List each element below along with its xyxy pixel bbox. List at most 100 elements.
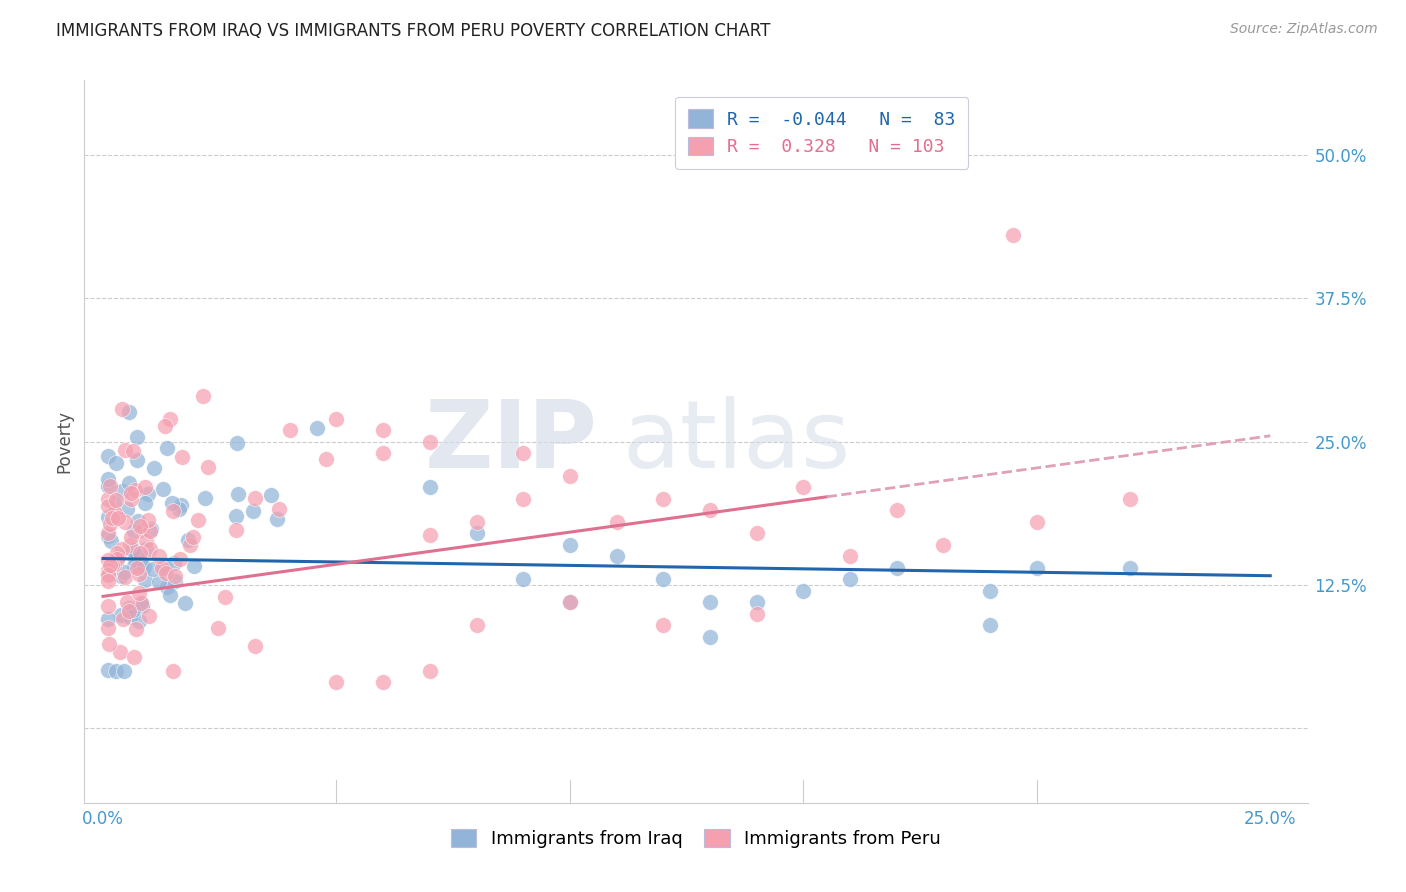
Text: ZIP: ZIP (425, 395, 598, 488)
Point (97, 510, 120, 524)
Point (129, 546, 152, 560)
Point (315, 451, 337, 466)
Point (606, 549, 628, 564)
Point (100, 533, 122, 548)
Point (512, 491, 534, 506)
Point (512, 572, 534, 586)
Point (135, 542, 157, 557)
Point (792, 480, 814, 494)
Point (139, 524, 162, 539)
Point (325, 675, 347, 690)
Text: IMMIGRANTS FROM IRAQ VS IMMIGRANTS FROM PERU POVERTY CORRELATION CHART: IMMIGRANTS FROM IRAQ VS IMMIGRANTS FROM … (56, 22, 770, 40)
Point (127, 514, 149, 528)
Point (194, 491, 217, 505)
Point (165, 569, 187, 583)
Point (243, 639, 266, 653)
Point (111, 541, 134, 556)
Point (373, 446, 395, 460)
Point (197, 459, 219, 474)
Point (558, 595, 581, 609)
Point (114, 443, 136, 458)
Point (122, 603, 145, 617)
Point (120, 538, 142, 552)
Point (125, 453, 148, 467)
Point (110, 568, 132, 582)
Point (105, 546, 128, 560)
Point (148, 575, 170, 590)
Point (138, 609, 160, 624)
Point (104, 506, 127, 520)
Point (117, 502, 139, 516)
Point (103, 558, 125, 572)
Point (191, 389, 214, 403)
Point (110, 608, 132, 623)
Point (128, 519, 150, 533)
Text: atlas: atlas (623, 395, 851, 488)
Point (373, 675, 395, 690)
Point (979, 583, 1001, 598)
Point (97, 472, 120, 486)
Point (1025, 515, 1047, 529)
Point (134, 480, 156, 494)
Point (97, 568, 120, 582)
Point (260, 488, 283, 502)
Point (839, 572, 862, 586)
Point (143, 460, 166, 475)
Point (325, 411, 347, 425)
Point (98, 558, 121, 572)
Point (1002, 228, 1025, 243)
Point (98, 479, 121, 493)
Point (226, 435, 249, 450)
Point (148, 549, 170, 564)
Y-axis label: Poverty: Poverty (55, 410, 73, 473)
Point (97, 599, 120, 614)
Point (118, 609, 141, 624)
Point (120, 530, 142, 544)
Point (131, 599, 153, 614)
Point (124, 650, 146, 665)
Point (156, 581, 179, 595)
Point (105, 493, 128, 508)
Point (111, 401, 134, 416)
Point (97, 525, 120, 540)
Point (465, 526, 488, 541)
Point (125, 622, 148, 636)
Point (103, 496, 125, 510)
Point (606, 515, 628, 529)
Point (97, 529, 120, 543)
Point (1025, 560, 1047, 574)
Point (98, 637, 121, 651)
Point (107, 510, 129, 524)
Point (165, 574, 187, 589)
Point (122, 543, 145, 558)
Point (97, 612, 120, 626)
Point (699, 630, 721, 644)
Point (117, 476, 139, 491)
Point (162, 496, 184, 510)
Point (792, 583, 814, 598)
Point (1119, 491, 1142, 506)
Point (373, 423, 395, 437)
Point (170, 450, 193, 465)
Point (97, 663, 120, 677)
Point (652, 618, 675, 632)
Point (419, 480, 441, 494)
Point (465, 515, 488, 529)
Point (105, 551, 128, 566)
Point (153, 418, 176, 433)
Point (207, 622, 229, 636)
Point (167, 502, 190, 516)
Text: Source: ZipAtlas.com: Source: ZipAtlas.com (1230, 22, 1378, 37)
Point (136, 513, 159, 527)
Point (97, 567, 120, 582)
Point (839, 549, 862, 564)
Point (101, 558, 124, 573)
Point (139, 542, 162, 557)
Point (699, 595, 721, 609)
Point (156, 441, 179, 455)
Point (114, 570, 136, 584)
Point (112, 565, 135, 579)
Point (187, 513, 209, 527)
Point (214, 590, 236, 604)
Point (278, 423, 301, 437)
